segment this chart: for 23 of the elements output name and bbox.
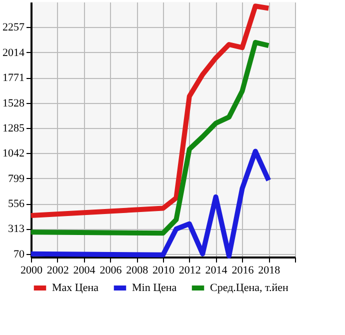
y-tick-label: 1042 — [2, 148, 24, 160]
x-tick-label: 2018 — [258, 264, 281, 276]
y-tick-label: 2257 — [2, 22, 25, 34]
legend-label: Min Цена — [132, 282, 177, 294]
x-tick-label: 2012 — [178, 264, 201, 276]
x-tick-label: 2000 — [20, 264, 43, 276]
y-tick-label: 1771 — [2, 72, 24, 84]
x-tick-label: 2002 — [46, 264, 69, 276]
x-tick-label: 2004 — [73, 264, 96, 276]
y-tick-label: 1528 — [2, 97, 25, 110]
y-tick-label: 799 — [8, 172, 25, 185]
legend-label: Max Цена — [52, 282, 99, 294]
y-tick-label: 70 — [14, 248, 25, 260]
y-tick-label: 1285 — [2, 122, 25, 134]
y-tick-label: 2014 — [2, 46, 25, 59]
x-tick-label: 2008 — [126, 264, 149, 276]
y-tick-label: 556 — [8, 198, 25, 210]
x-tick-label: 2014 — [205, 264, 228, 276]
x-tick-label: 2016 — [232, 264, 254, 276]
x-tick-label: 2010 — [152, 264, 175, 276]
x-tick-label: 2006 — [100, 264, 122, 276]
legend-label: Сред.Цена, т.йен — [210, 282, 289, 294]
y-tick-label: 313 — [8, 223, 25, 236]
